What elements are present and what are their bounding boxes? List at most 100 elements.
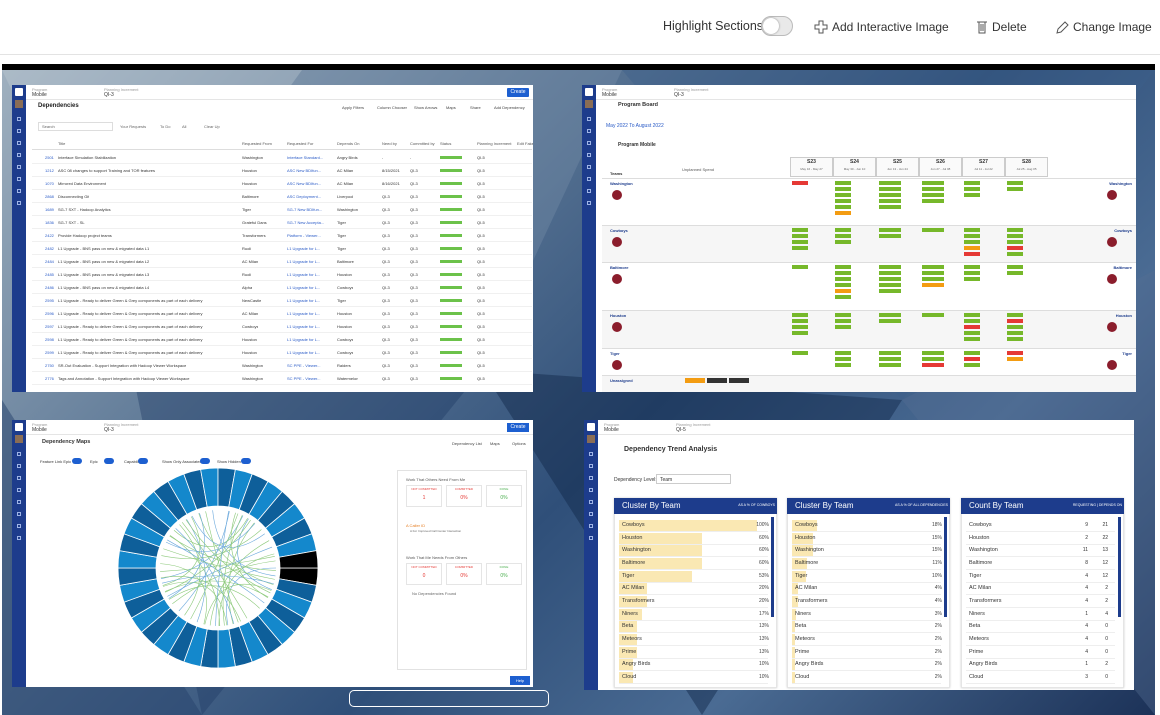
create-button: Create: [507, 423, 529, 432]
filter: Your Requests: [120, 124, 147, 129]
cell: QI-5: [477, 285, 485, 290]
cell: Baltimore: [337, 259, 354, 264]
dependency-chord: [237, 518, 272, 590]
cell: QI-3: [410, 181, 418, 186]
team-label: Transformers: [622, 598, 655, 605]
team-logo: [612, 360, 622, 370]
sprint-name: S26: [936, 159, 945, 165]
count: 4: [1085, 572, 1088, 579]
action-button: Share: [470, 105, 481, 110]
feature-card: [835, 351, 851, 355]
dependency-chord: [215, 510, 229, 626]
feature-card: [835, 325, 851, 329]
feature-card: [835, 357, 851, 361]
dependencies-screen: Program Mobile Planning Increment QI-3 Creat…: [12, 85, 533, 392]
cell: QI-5: [477, 259, 485, 264]
nav-icon: [17, 524, 21, 528]
logo: [587, 423, 595, 431]
team-label: AC Milan: [622, 585, 645, 592]
teams-label: Teams: [610, 171, 623, 176]
add-interactive-image-button[interactable]: Add Interactive Image: [814, 20, 949, 34]
team-name-right: Washington: [1109, 181, 1132, 186]
cell: AC Milan: [337, 168, 354, 173]
plus-icon: [814, 20, 828, 34]
selection-box[interactable]: [349, 690, 549, 707]
status-bar: [440, 208, 462, 211]
column-header: Edit Fake Tag: [517, 141, 533, 146]
cell: Tags and Annotation - Support Integratio…: [58, 376, 190, 381]
cell: Tiger: [337, 233, 346, 238]
feature-card: [835, 363, 851, 367]
pencil-icon: [1056, 20, 1069, 34]
feature-card: [1007, 331, 1023, 335]
page-title: Program Board: [618, 102, 659, 108]
feature-card: [922, 265, 944, 269]
breadcrumb-value: Mobile: [32, 92, 47, 98]
nav-icon: [17, 452, 21, 456]
feature-card: [964, 337, 980, 341]
feature-card: [835, 277, 851, 281]
dependency-chord: [222, 515, 243, 626]
status-bar: [440, 312, 462, 315]
cell: Raiders: [337, 363, 351, 368]
team-label: AC Milan: [969, 585, 992, 592]
feature-card: [879, 319, 901, 323]
feature-card: [792, 351, 808, 355]
highlight-toggle[interactable]: [761, 16, 793, 36]
change-image-button[interactable]: Change Image: [1056, 20, 1152, 34]
side-panel: Work That Others Need From Me NOT COMMITT…: [397, 470, 527, 670]
cell: 2484: [45, 259, 54, 264]
team-label: Meteors: [795, 636, 815, 643]
feature-card: [835, 271, 851, 275]
feature-card: [879, 181, 901, 185]
cell: L1 Upgrade for L...: [287, 285, 321, 290]
nav-icon: [17, 488, 21, 492]
cell: Tiger: [337, 220, 346, 225]
nav-icon: [587, 141, 591, 145]
value-label: 10%: [758, 674, 769, 681]
value-label: 2%: [934, 636, 942, 643]
cell: L1 Upgrade for L...: [287, 298, 321, 303]
cell: SG-7 SXT - SL: [58, 220, 85, 225]
dependency-chord: [169, 585, 260, 609]
team-logo: [612, 190, 622, 200]
cell: 2598: [45, 337, 54, 342]
toggle: [200, 458, 210, 464]
feature-card: [1007, 181, 1023, 185]
bar: [792, 520, 817, 531]
feature-card: [835, 181, 851, 185]
row-rule: [966, 619, 1115, 621]
delete-button[interactable]: Delete: [976, 20, 1027, 34]
breadcrumb-value: Mobile: [32, 427, 47, 433]
cell: QI-3: [382, 350, 390, 355]
highlight-sections-label: Highlight Sections: [663, 19, 764, 33]
row-rule: [966, 645, 1115, 647]
feature-card: [879, 265, 901, 269]
value-label: 20%: [758, 598, 769, 605]
create-button: Create: [507, 88, 529, 97]
cell: QI-3: [410, 207, 418, 212]
row-rule: [32, 358, 532, 359]
row-rule: [792, 581, 941, 583]
row-rule: [792, 632, 941, 634]
column-header: Depends On: [337, 141, 360, 146]
breadcrumb-value: QI-5: [676, 427, 686, 433]
feature-card: [685, 378, 705, 383]
cell: QI-3: [382, 337, 390, 342]
cell: Angry Birds: [337, 155, 358, 160]
cell: QI-5: [477, 298, 485, 303]
cell: L1 Upgrade for L...: [287, 246, 321, 251]
cell: Tiger: [242, 207, 251, 212]
cell: L1 Upgrade - Ready to deliver Green & Gr…: [58, 337, 203, 342]
nav-icon: [587, 117, 591, 121]
count: 4: [1085, 585, 1088, 592]
sprint-name: S28: [1022, 159, 1031, 165]
team-label: Houston: [795, 534, 816, 541]
panel-title: Cluster By Team: [795, 501, 854, 510]
sprint-header: [1005, 157, 1048, 177]
team-label: Angry Birds: [622, 661, 651, 668]
feature-card: [1007, 313, 1023, 317]
row-rule: [966, 632, 1115, 634]
feature-card: [879, 357, 901, 361]
feature-card: [879, 289, 901, 293]
